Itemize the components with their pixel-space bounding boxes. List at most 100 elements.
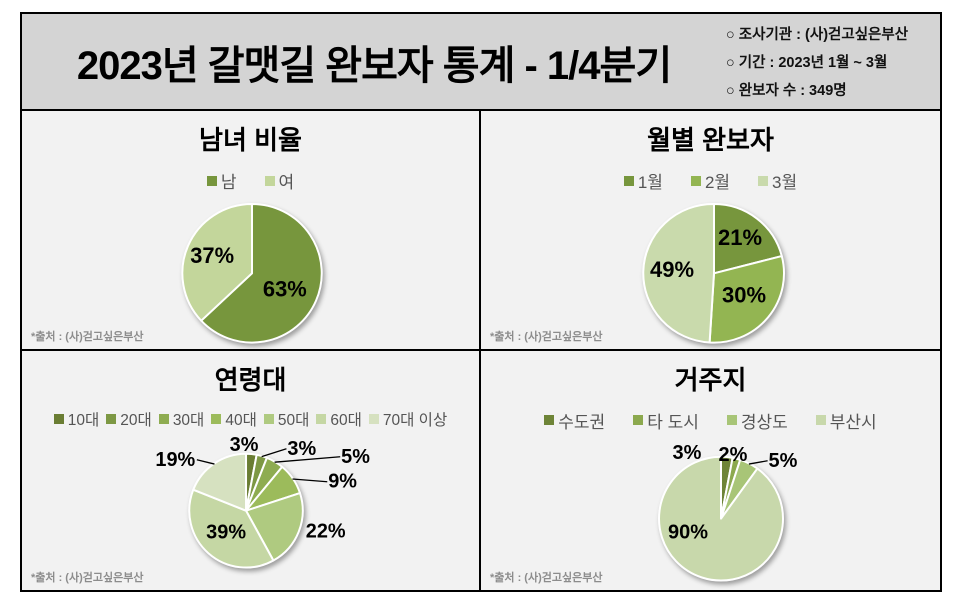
pie-chart: 3% 3% 5% 9% 22% 39% 19% [155, 433, 370, 568]
pie-slice [713, 203, 783, 275]
legend-label: 타 도시 [647, 412, 699, 432]
pie-slice [188, 488, 275, 568]
pie-slice [708, 255, 785, 344]
legend-swatch [211, 413, 222, 424]
legend-item: 1월 [623, 168, 663, 193]
pie-label: 5% [341, 445, 370, 467]
leader-line [748, 459, 768, 465]
legend-item: 수도권 [544, 408, 605, 433]
legend-swatch [316, 413, 327, 424]
pie-label: 9% [328, 470, 357, 492]
info-line-period: ○ 기간 : 2023년 1월 ~ 3월 [726, 55, 888, 71]
legend-item: 3월 [758, 168, 797, 193]
legend-item: 30대 [158, 408, 205, 430]
chart-title: 연령대 [214, 364, 287, 395]
legend-swatch [263, 413, 274, 424]
source-note: *출처 : (사)걷고싶은부산 [490, 572, 603, 584]
legend-label: 30대 [172, 411, 205, 429]
legend-label: 20대 [120, 411, 152, 429]
legend-item: 50대 [263, 408, 309, 430]
pie-label: 30% [722, 283, 766, 308]
pie-chart: 3% 2% 5% 90% [658, 441, 798, 582]
legend-label: 40대 [225, 411, 257, 429]
pie-label: 21% [718, 225, 762, 250]
report-header: 2023년 갈맷길 완보자 통계 - 1/4분기 ○ 조사기관 : (사)걷고싶… [22, 14, 940, 111]
leader-line [292, 477, 328, 482]
legend-item: 남 [206, 168, 237, 193]
legend-label: 3월 [772, 173, 798, 192]
leader-line [196, 458, 215, 465]
pie-slice [181, 203, 253, 322]
info-line-agency: ○ 조사기관 : (사)걷고싶은부산 [726, 27, 909, 43]
legend-swatch [158, 413, 169, 424]
legend-swatch [53, 413, 64, 424]
legend-item: 부산시 [815, 408, 877, 433]
chart-cell-monthly: 월별 완보자 1월 2월 3월 21% 30% 49% *출처 : (사)걷고싶은부산 [481, 111, 940, 351]
legend-label: 2월 [704, 173, 731, 192]
legend-swatch [106, 413, 117, 424]
legend-swatch [544, 415, 555, 425]
legend-swatch [690, 175, 701, 186]
legend-item: 여 [264, 168, 295, 193]
legend-label: 부산시 [829, 412, 877, 432]
pie-label: 3% [673, 441, 702, 463]
chart-cell-residence: 거주지 수도권 타 도시 경상도 부산시 3% 2% 5% 90% *출처 : (사)걷고싶… [481, 350, 940, 590]
pie-label: 90% [668, 521, 708, 543]
legend-swatch [623, 175, 634, 186]
legend-label: 1월 [637, 173, 663, 192]
legend-swatch [815, 415, 826, 425]
legend-label: 60대 [330, 411, 362, 429]
legend-swatch [633, 415, 644, 425]
legend-label: 70대 이상 [382, 411, 448, 429]
pie-chart: 21% 30% 49% [642, 203, 785, 344]
legend-item: 타 도시 [633, 408, 699, 433]
legend-label: 경상도 [740, 412, 788, 432]
pie-label: 49% [650, 257, 694, 282]
legend-label: 여 [278, 173, 295, 192]
chart-title: 월별 완보자 [647, 125, 774, 155]
pie-label: 2% [719, 443, 748, 465]
chart-cell-age: 연령대 10대 20대 30대 40대 50대 60대 70대 이상 3% 3% 5% 9% 22%… [22, 350, 481, 590]
leader-line [261, 447, 287, 457]
page-title: 2023년 갈맷길 완보자 통계 - 1/4분기 [76, 43, 672, 88]
pie-label: 22% [306, 520, 346, 542]
pie-chart: 63% 37% [181, 203, 323, 344]
legend-swatch [264, 175, 275, 186]
legend-item: 40대 [211, 408, 257, 430]
source-note: *출처 : (사)걷고싶은부산 [31, 330, 144, 343]
pie-label: 5% [769, 449, 798, 471]
pie-label: 3% [287, 437, 316, 459]
legend-swatch [726, 415, 737, 425]
pie-slice [658, 455, 785, 582]
pie-label: 39% [206, 521, 246, 543]
pie-label: 37% [190, 243, 234, 268]
chart-title: 남녀 비율 [199, 125, 302, 155]
pie-slice [200, 203, 323, 344]
pie-label: 19% [155, 448, 195, 470]
chart-legend: 수도권 타 도시 경상도 부산시 [481, 408, 940, 433]
source-note: *출처 : (사)걷고싶은부산 [490, 330, 603, 343]
legend-swatch [368, 413, 379, 424]
survey-info: ○ 조사기관 : (사)걷고싶은부산 ○ 기간 : 2023년 1월 ~ 3월 … [726, 14, 940, 109]
legend-swatch [206, 175, 217, 186]
pie-slice [245, 491, 304, 561]
legend-item: 60대 [316, 408, 362, 430]
page-frame: 2023년 갈맷길 완보자 통계 - 1/4분기 ○ 조사기관 : (사)걷고싶… [20, 12, 942, 592]
legend-item: 2월 [690, 168, 731, 193]
pie-label: 63% [263, 277, 307, 302]
chart-legend: 1월 2월 3월 [481, 168, 940, 193]
legend-label: 남 [220, 173, 237, 192]
legend-item: 10대 [53, 408, 100, 430]
legend-item: 70대 이상 [368, 408, 448, 430]
info-line-count: ○ 완보자 수 : 349명 [726, 83, 847, 99]
pie-slice [642, 203, 715, 344]
leader-line [274, 455, 341, 463]
legend-swatch [758, 175, 769, 186]
legend-label: 10대 [67, 411, 100, 429]
chart-title: 거주지 [674, 364, 747, 395]
legend-label: 수도권 [558, 412, 606, 432]
chart-legend: 10대 20대 30대 40대 50대 60대 70대 이상 [22, 408, 479, 430]
